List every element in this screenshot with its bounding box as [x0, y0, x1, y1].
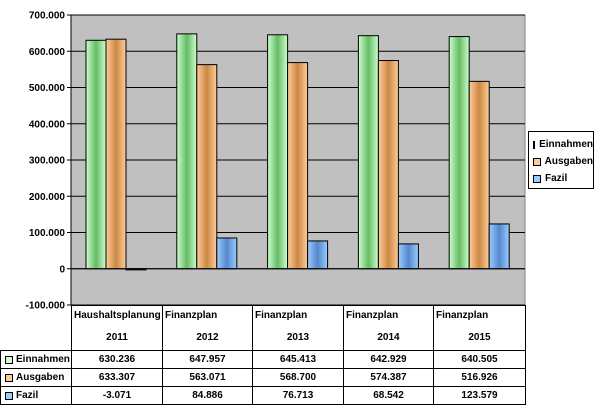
row-label-fazil: Fazil	[0, 386, 72, 405]
category-line1: Finanzplan	[346, 310, 399, 321]
category-line1: Finanzplan	[165, 310, 218, 321]
bar-einnahmen	[267, 34, 289, 270]
y-tick-label: 0	[59, 264, 65, 275]
bar-ausgaben	[196, 64, 218, 270]
category-line2: 2014	[377, 332, 400, 343]
legend-item-fazil: Fazil	[529, 170, 593, 187]
value-cell: 123.579	[433, 386, 526, 405]
category-line2: 2013	[286, 332, 310, 343]
bar-einnahmen	[448, 36, 470, 270]
bar-fazil	[216, 237, 238, 270]
category-header: Finanzplan 2013	[252, 305, 344, 351]
legend-swatch-ausgaben	[533, 157, 541, 166]
category-line1: Finanzplan	[255, 310, 308, 321]
legend: Einnahmen Ausgaben Fazil	[528, 131, 594, 189]
y-tick-label: 500.000	[29, 83, 66, 94]
value-cell: 642.929	[343, 350, 434, 369]
bar-einnahmen	[176, 33, 198, 270]
value-cell: 633.307	[71, 368, 163, 387]
data-table: Haushaltsplanung 2011 Finanzplan 2012 Fina…	[0, 305, 526, 405]
value-cell: 68.542	[343, 386, 434, 405]
bar-ausgaben	[105, 38, 127, 270]
value-cell: 647.957	[162, 350, 253, 369]
y-tick-label: 700.000	[29, 11, 66, 22]
y-tick-label: 400.000	[29, 119, 66, 130]
bar-fazil	[307, 240, 329, 270]
value-cell: 84.886	[162, 386, 253, 405]
row-swatch-einnahmen	[5, 355, 13, 364]
category-header: Finanzplan 2012	[162, 305, 253, 351]
bar-einnahmen	[85, 39, 107, 270]
bar-ausgaben	[377, 60, 399, 270]
row-label-text: Ausgaben	[16, 372, 65, 383]
bar-ausgaben	[287, 62, 309, 270]
category-line2: 2011	[106, 332, 128, 343]
value-cell: 516.926	[433, 368, 526, 387]
data-table-row-einnahmen: Einnahmen 630.236 647.957 645.413 642.92…	[0, 350, 526, 369]
category-line1: Haushaltsplanung	[74, 310, 161, 321]
y-tick-label: 100.000	[29, 228, 66, 239]
category-header: Finanzplan 2014	[343, 305, 434, 351]
data-table-corner	[1, 306, 72, 351]
data-table-row-ausgaben: Ausgaben 633.307 563.071 568.700 574.387…	[0, 368, 526, 387]
value-cell: 630.236	[71, 350, 163, 369]
legend-label-ausgaben: Ausgaben	[544, 156, 593, 167]
legend-label-fazil: Fazil	[545, 173, 568, 184]
y-tick-label: 200.000	[29, 192, 66, 203]
row-swatch-ausgaben	[5, 373, 13, 382]
category-header: Haushaltsplanung 2011	[71, 305, 163, 351]
y-axis-ticks: 700.000 600.000 500.000 400.000 300.000 200.0…	[26, 11, 71, 312]
value-cell: 574.387	[343, 368, 434, 387]
value-cell: 645.413	[252, 350, 344, 369]
value-cell: 640.505	[433, 350, 526, 369]
value-cell: 76.713	[252, 386, 344, 405]
value-cell: 563.071	[162, 368, 253, 387]
legend-label-einnahmen: Einnahmen	[539, 139, 593, 150]
y-tick-label: 600.000	[29, 47, 66, 58]
y-tick-label: 300.000	[29, 156, 66, 167]
row-label-einnahmen: Einnahmen	[0, 350, 72, 369]
bar-fazil	[488, 223, 510, 270]
data-table-header-row: Haushaltsplanung 2011 Finanzplan 2012 Fina…	[1, 305, 526, 351]
y-tick-label: -100.000	[26, 301, 66, 312]
bar-einnahmen	[357, 35, 379, 270]
row-label-text: Einnahmen	[16, 354, 70, 365]
legend-item-ausgaben: Ausgaben	[529, 153, 593, 170]
bar-fazil	[397, 243, 419, 270]
bar-ausgaben	[468, 80, 490, 270]
value-cell: 568.700	[252, 368, 344, 387]
value-cell: -3.071	[71, 386, 163, 405]
legend-swatch-fazil	[533, 174, 541, 183]
row-label-ausgaben: Ausgaben	[0, 368, 72, 387]
row-swatch-fazil	[5, 391, 13, 400]
category-line2: 2012	[196, 332, 219, 343]
category-header: Finanzplan 2015	[433, 305, 526, 351]
legend-swatch-einnahmen	[533, 140, 536, 149]
category-line2: 2015	[468, 332, 491, 343]
legend-item-einnahmen: Einnahmen	[529, 136, 593, 153]
data-table-row-fazil: Fazil -3.071 84.886 76.713 68.542 123.57…	[0, 386, 526, 405]
row-label-text: Fazil	[16, 390, 39, 401]
category-line1: Finanzplan	[436, 310, 489, 321]
